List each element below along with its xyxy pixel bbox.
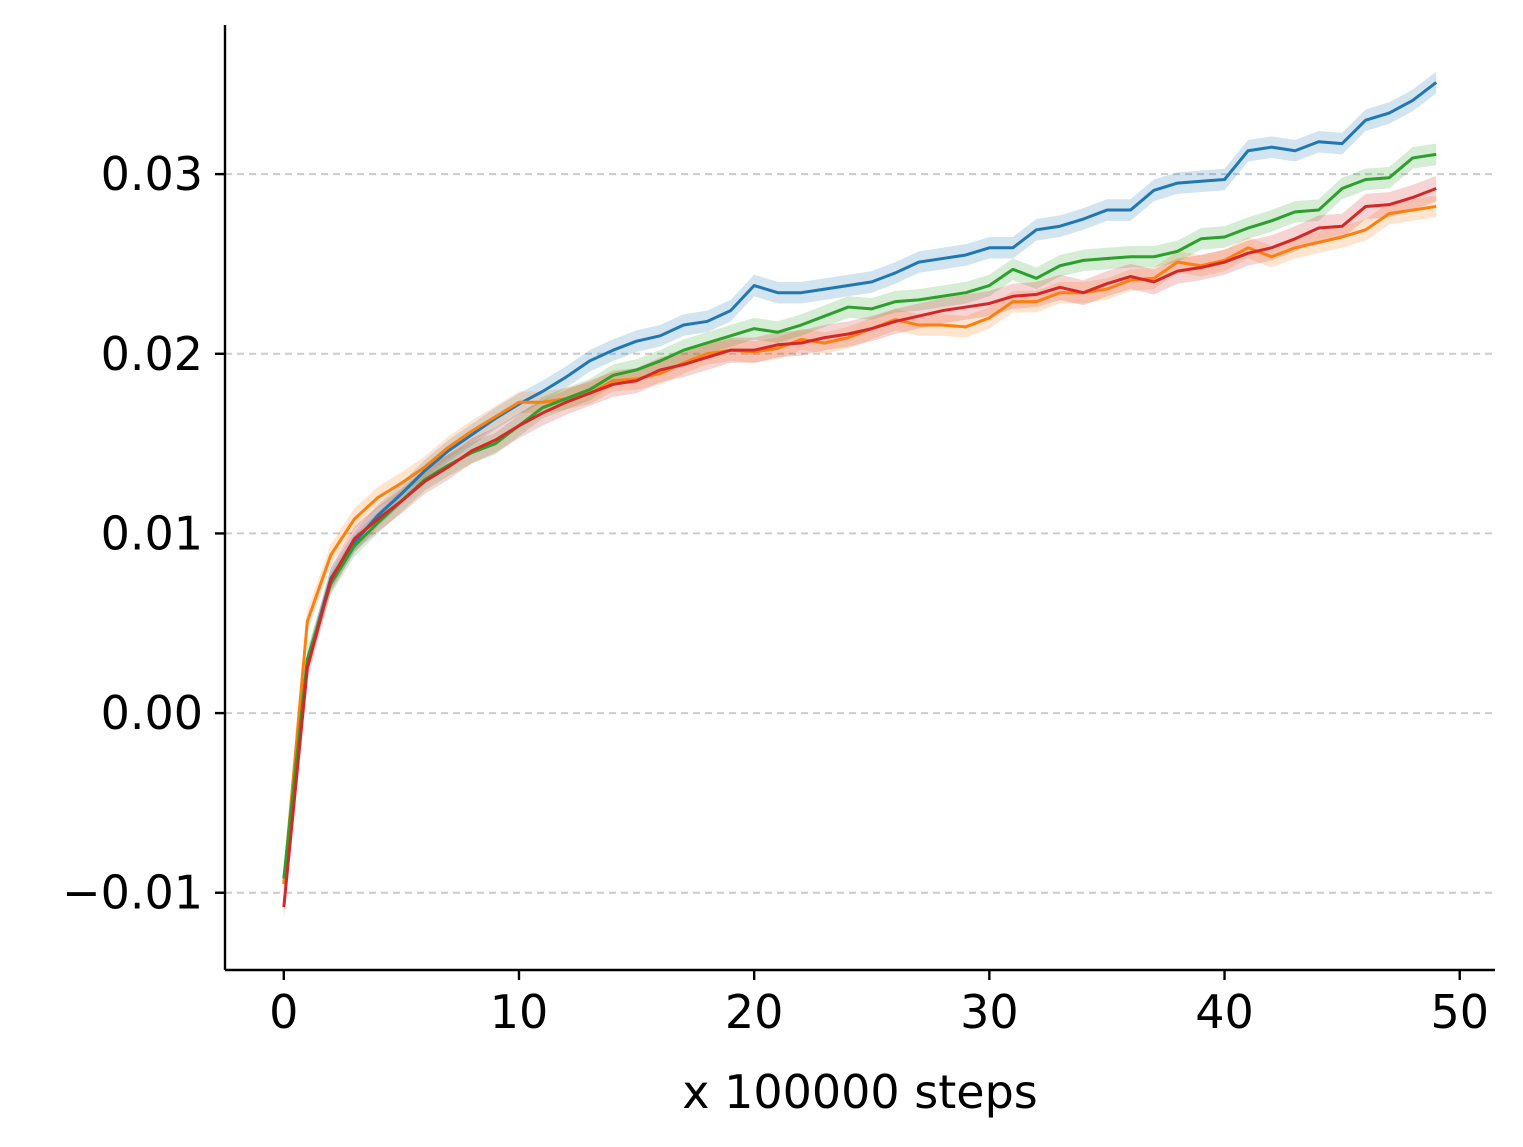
band-green	[283, 143, 1437, 890]
band-orange	[283, 195, 1437, 895]
series-lines	[282, 81, 1438, 908]
y-tick-label: −0.01	[62, 866, 203, 920]
x-tick-label: 40	[1195, 985, 1254, 1039]
x-tick-label: 30	[960, 985, 1019, 1039]
y-tick-label: 0.01	[101, 506, 203, 560]
series-line-green	[282, 152, 1437, 879]
series-line-red	[282, 187, 1437, 908]
x-tick-label: 20	[725, 985, 784, 1039]
y-tick-label: 0.00	[101, 686, 203, 740]
x-tick-label: 0	[269, 985, 298, 1039]
band-blue	[283, 71, 1437, 895]
confidence-bands	[283, 71, 1437, 920]
y-tick-label: 0.02	[101, 327, 203, 381]
band-red	[283, 175, 1437, 920]
series-line-orange	[282, 204, 1437, 884]
ticks: −0.01 0.00 0.01 0.02 0.03 0 10 20 30 40 50	[62, 147, 1489, 1039]
axes	[223, 25, 1495, 972]
series-line-blue	[282, 81, 1438, 884]
x-tick-label: 10	[490, 985, 549, 1039]
y-tick-label: 0.03	[101, 147, 203, 201]
x-tick-label: 50	[1430, 985, 1489, 1039]
x-axis-title: x 100000 steps	[682, 1065, 1038, 1119]
grid-lines	[225, 173, 1495, 894]
